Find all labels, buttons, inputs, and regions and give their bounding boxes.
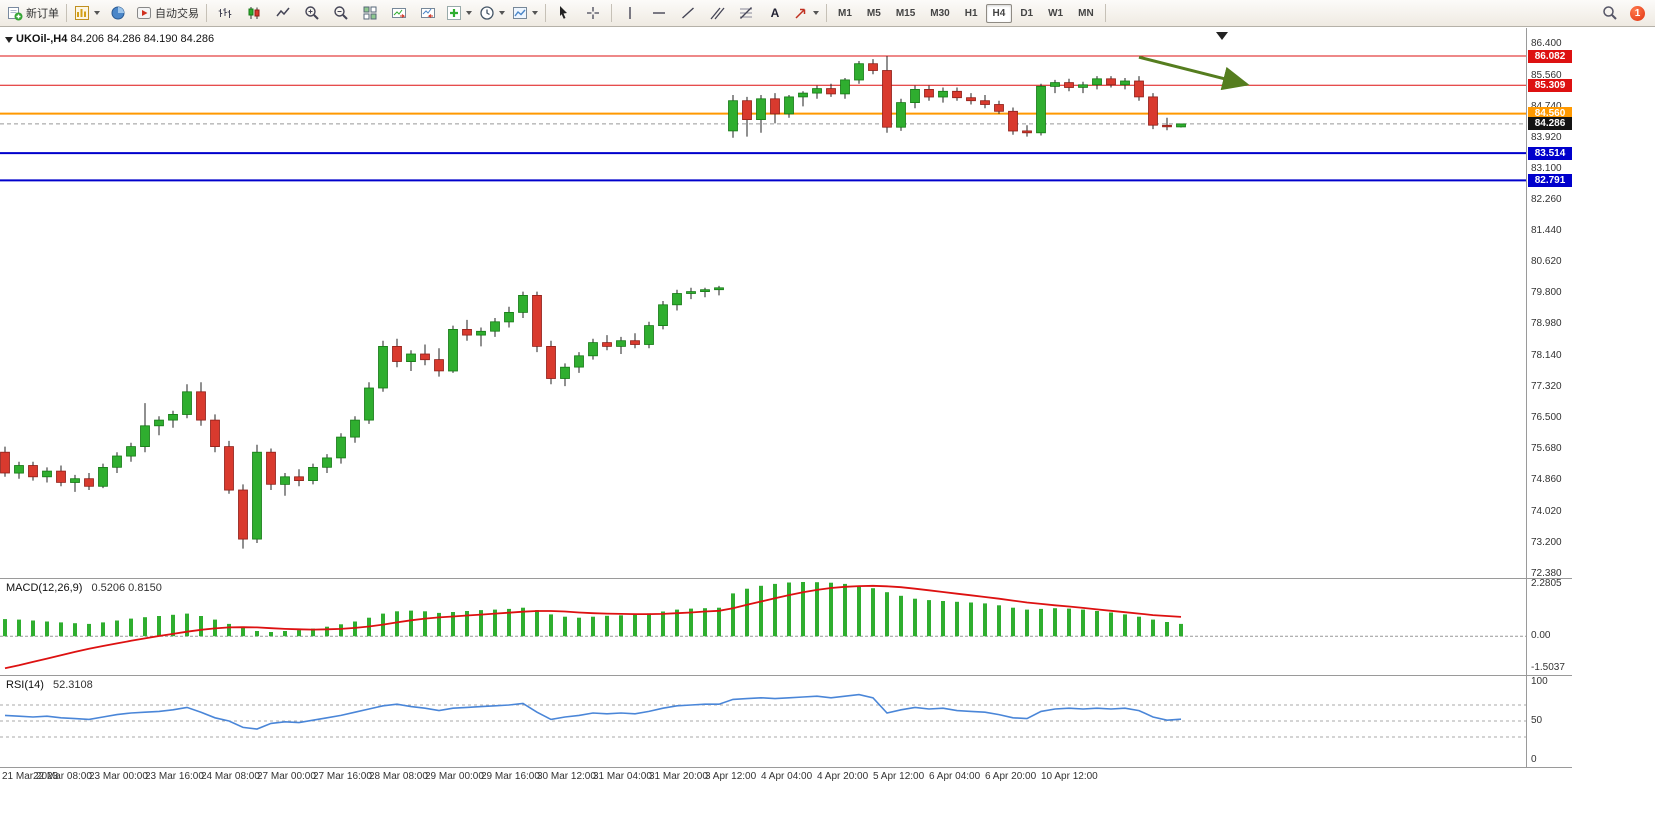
templates-icon: [512, 5, 528, 21]
tile-windows-icon: [362, 5, 378, 21]
notification-badge[interactable]: 1: [1630, 5, 1645, 21]
channel-tool-button[interactable]: [703, 2, 731, 24]
timeframe-button-m1[interactable]: M1: [838, 7, 852, 19]
text-tool-icon: A: [770, 6, 780, 20]
toolbar-separator: [545, 4, 546, 22]
crosshair-tool-button[interactable]: [579, 2, 607, 24]
cursor-icon: [556, 5, 572, 21]
chart-shift-marker[interactable]: [1216, 32, 1228, 40]
horizontal-line-icon: [651, 5, 667, 21]
search-icon: [1602, 5, 1618, 21]
chart-title: UKOil-,H4 84.206 84.286 84.190 84.286: [16, 33, 214, 45]
toolbar-separator: [206, 4, 207, 22]
line-chart-type-button[interactable]: [269, 2, 297, 24]
channel-icon: [709, 5, 725, 21]
indicators-button[interactable]: [443, 2, 475, 24]
arrow-tool-icon: [793, 5, 809, 21]
crosshair-icon: [585, 5, 601, 21]
chart-ohlc-values: 84.206 84.286 84.190 84.286: [70, 33, 215, 45]
candlestick-icon: [246, 5, 262, 21]
macd-name: MACD(12,26,9): [6, 582, 83, 594]
rsi-line: [4, 693, 1182, 730]
timeframe-button-h4[interactable]: H4: [985, 3, 1013, 23]
fibonacci-tool-button[interactable]: [732, 2, 760, 24]
timeframe-group: M1 M5 M15 M30 H1 H4 D1 W1 MN: [831, 3, 1101, 23]
timeframe-button-d1[interactable]: D1: [1020, 7, 1034, 19]
chart-profiles-icon: [110, 5, 126, 21]
rsi-name: RSI(14): [6, 679, 44, 691]
autotrading-label: 自动交易: [155, 8, 199, 20]
trendline-icon: [680, 5, 696, 21]
autotrading-button[interactable]: 自动交易: [133, 2, 202, 24]
new-order-button[interactable]: 新订单: [4, 2, 62, 24]
macd-signal-line: [4, 584, 1182, 670]
zoom-in-button[interactable]: [298, 2, 326, 24]
new-chart-icon: [74, 5, 90, 21]
text-tool-button[interactable]: A: [761, 2, 789, 24]
zoom-in-icon: [304, 5, 320, 21]
new-chart-button[interactable]: [71, 2, 103, 24]
macd-histogram: [3, 582, 1183, 637]
timeframe-button-h1[interactable]: H1: [964, 7, 978, 19]
timeframe-button-m30[interactable]: M30: [930, 7, 950, 19]
arrows-dropdown[interactable]: [813, 11, 819, 15]
macd-values: 0.5206 0.8150: [91, 582, 162, 594]
candlestick-chart-type-button[interactable]: [240, 2, 268, 24]
rsi-value: 52.3108: [52, 679, 93, 691]
new-order-icon: [7, 5, 23, 21]
periods-dropdown[interactable]: [499, 11, 505, 15]
toolbar-separator: [826, 4, 827, 22]
toolbar-separator: [611, 4, 612, 22]
macd-label: MACD(12,26,9) 0.5206 0.8150: [6, 582, 162, 594]
vertical-line-icon: [622, 5, 638, 21]
chart-shift-button[interactable]: [414, 2, 442, 24]
timeframe-button-m5[interactable]: M5: [866, 7, 881, 19]
toolbar-separator: [66, 4, 67, 22]
periods-button[interactable]: [476, 2, 508, 24]
main-toolbar: 新订单 自动交易: [0, 0, 1655, 27]
candles-layer: [0, 56, 1186, 549]
chart-profiles-button[interactable]: [104, 2, 132, 24]
arrows-tool-button[interactable]: [790, 2, 822, 24]
auto-scroll-button[interactable]: [385, 2, 413, 24]
toolbar-right: 1: [1596, 2, 1651, 24]
zoom-out-button[interactable]: [327, 2, 355, 24]
rsi-label: RSI(14) 52.3108: [6, 679, 93, 691]
timeframe-button-m15[interactable]: M15: [895, 7, 916, 19]
line-chart-icon: [275, 5, 291, 21]
tile-windows-button[interactable]: [356, 2, 384, 24]
bar-chart-type-button[interactable]: [211, 2, 239, 24]
templates-dropdown[interactable]: [532, 11, 538, 15]
indicators-icon: [446, 5, 462, 21]
trend-arrow-annotation[interactable]: [1138, 55, 1250, 91]
autotrading-icon: [136, 5, 152, 21]
zoom-out-icon: [333, 5, 349, 21]
horizontal-line-tool-button[interactable]: [645, 2, 673, 24]
toolbar-separator: [1104, 4, 1106, 22]
cursor-tool-button[interactable]: [550, 2, 578, 24]
clock-icon: [479, 5, 495, 21]
trendline-tool-button[interactable]: [674, 2, 702, 24]
indicators-dropdown[interactable]: [466, 11, 472, 15]
timeframe-button-mn[interactable]: MN: [1078, 7, 1094, 19]
timeframe-button-w1[interactable]: W1: [1048, 7, 1064, 19]
search-button[interactable]: [1596, 2, 1624, 24]
new-chart-dropdown[interactable]: [94, 11, 100, 15]
bar-chart-icon: [217, 5, 233, 21]
fibonacci-icon: [738, 5, 754, 21]
vertical-line-tool-button[interactable]: [616, 2, 644, 24]
one-click-trading-arrow[interactable]: [5, 37, 13, 43]
chart-symbol-period: UKOil-,H4: [16, 33, 68, 45]
new-order-label: 新订单: [26, 8, 59, 20]
chart-shift-icon: [420, 5, 436, 21]
templates-button[interactable]: [509, 2, 541, 24]
auto-scroll-icon: [391, 5, 407, 21]
